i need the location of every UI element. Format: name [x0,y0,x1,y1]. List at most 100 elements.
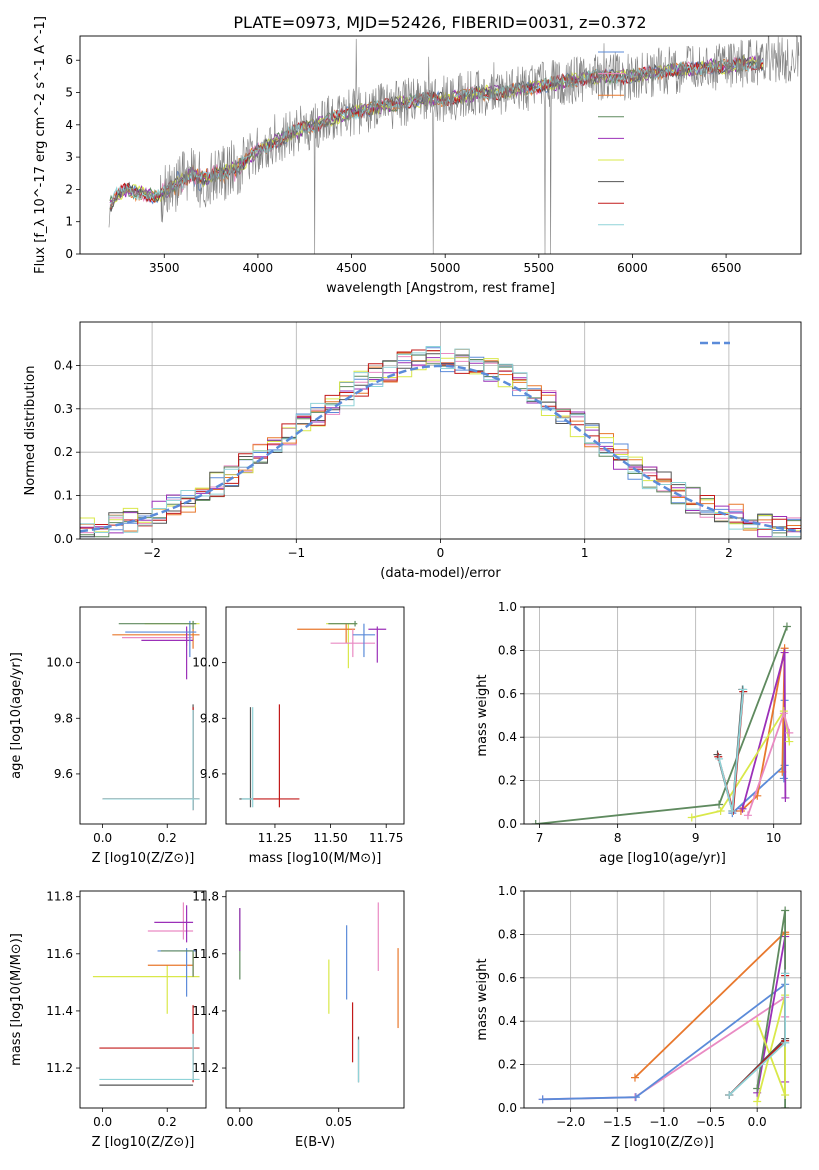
x-tick-label: 4000 [243,261,274,275]
plus-marker [781,793,790,802]
plus-marker [716,806,725,815]
y-tick-label: 11.4 [46,1004,73,1018]
spectrum-title: PLATE=0973, MJD=52426, FIBERID=0031, z=0… [233,13,646,32]
y-tick-label: 6 [65,53,73,67]
errorbar-area [102,620,200,811]
panel-7: −2.0 −1.5 −1.0 −0.5 0.0 0.0 0.2 0.4 0.6 0.8 1.0 Z [… [475,884,802,1150]
y-tick-label: 9.6 [200,767,219,781]
histogram-area [80,346,801,538]
y-tick-label: 11.6 [192,947,219,961]
x-tick-label: 10 [766,831,781,845]
y-tick-label: 0 [65,247,73,261]
axes-frame [523,890,802,1109]
plus-marker [779,774,788,783]
x-axis-label: Z [log10(Z/Z⊙)] [92,1135,195,1150]
x-tick-label: 0.2 [158,831,177,845]
x-tick-label: −2.0 [556,1115,585,1129]
y-tick-label: 0.0 [54,532,73,546]
y-tick-label: 2 [65,182,73,196]
y-tick-label: 0.8 [498,927,517,941]
plus-marker [728,806,737,815]
plus-marker [781,1038,790,1047]
y-tick-label: 11.2 [192,1061,219,1075]
y-tick-label: 1.0 [498,884,517,898]
plus-marker [753,1097,762,1106]
y-tick-label: 0.4 [54,358,73,372]
axes-frame [79,890,207,1109]
panel-2: 0.0 0.2 9.6 9.8 10.0 Z [log10(Z/Z⊙)] age [log1… [9,606,207,866]
x-tick-label: 3500 [149,261,180,275]
y-tick-label: 0.4 [498,730,517,744]
x-tick-label: 5000 [430,261,461,275]
y-tick-label: 5 [65,86,73,100]
panel-5: 0.0 0.2 11.2 11.4 11.6 11.8 Z [log10(Z/Z⊙)] mas… [9,890,207,1150]
x-tick-label: 0 [437,546,445,560]
x-tick-label: 11.75 [369,831,403,845]
y-tick-label: 1 [65,215,73,229]
y-tick-label: 0.2 [498,1058,517,1072]
x-tick-label: 0.2 [158,1115,177,1129]
y-axis-label: Flux [f_λ 10^-17 erg cm^-2 s^-1 A^-1] [33,16,48,274]
y-tick-label: 11.4 [192,1004,219,1018]
x-tick-label: 7 [536,831,544,845]
plus-marker [753,1017,762,1026]
y-tick-label: 11.2 [46,1061,73,1075]
x-tick-label: 9 [692,831,700,845]
plus-marker [538,1095,547,1104]
y-tick-label: 0.4 [498,1014,517,1028]
x-tick-label: 0.00 [226,1115,253,1129]
x-tick-label: 6000 [617,261,648,275]
y-tick-label: 0.0 [498,817,517,831]
plus-marker [779,709,788,718]
plus-marker [739,685,748,694]
mass-weight-area [538,906,790,1108]
plus-marker [715,800,724,809]
plus-marker [780,648,789,657]
x-tick-label: 11.25 [258,831,292,845]
plus-marker [725,1090,734,1099]
axes-frame [523,606,802,825]
y-axis-label: mass weight [475,958,490,1040]
errorbar-area [92,902,200,1086]
x-tick-label: 2 [725,546,733,560]
panel-3: 11.25 11.50 11.75 9.6 9.8 10.0 mass [log10(M/M… [192,606,405,866]
y-tick-label: 0.2 [498,774,517,788]
y-tick-label: 9.8 [54,711,73,725]
plus-marker [687,813,696,822]
y-tick-label: 0.1 [54,489,73,503]
x-axis-label: wavelength [Angstrom, rest frame] [326,281,555,296]
plots-layer: 3500 4000 4500 5000 5500 6000 6500 0 1 2 3 4 5 6 wavel… [9,16,802,1150]
x-axis-label: mass [log10(M/M⊙)] [249,851,382,866]
y-axis-label: Normed distribution [23,366,38,496]
x-tick-label: −1 [287,546,305,560]
panel-6: 0.00 0.05 11.2 11.4 11.6 11.8 E(B-V) [192,890,405,1150]
x-tick-label: 1 [581,546,589,560]
x-tick-label: 4500 [336,261,367,275]
plus-marker [785,728,794,737]
axes-frame [225,890,405,1109]
y-axis-label: age [log10(age/yr)] [9,652,24,779]
axes-frame [79,35,802,255]
y-tick-label: 0.8 [498,643,517,657]
y-tick-label: 11.8 [192,890,219,904]
y-tick-label: 0.6 [498,687,517,701]
x-axis-label: age [log10(age/yr)] [599,851,726,866]
plus-marker [782,622,791,631]
y-axis-label: mass [log10(M/M⊙)] [9,933,24,1066]
panel-4: 7 8 9 10 0.0 0.2 0.4 0.6 0.8 1.0 age [log10(age/yr… [475,600,802,866]
plus-marker [738,804,747,813]
errorbar-area [239,620,387,808]
x-tick-label: 8 [614,831,622,845]
plus-marker [781,906,790,915]
x-tick-label: 0.0 [748,1115,767,1129]
plus-marker [743,811,752,820]
observed-spectrum-line [108,36,800,254]
x-axis-label: (data-model)/error [380,566,501,581]
y-tick-label: 11.6 [46,947,73,961]
y-tick-label: 0.2 [54,445,73,459]
y-axis-label: mass weight [475,674,490,756]
y-tick-label: 10.0 [192,656,219,670]
y-tick-label: 4 [65,118,73,132]
plus-marker [531,820,540,824]
